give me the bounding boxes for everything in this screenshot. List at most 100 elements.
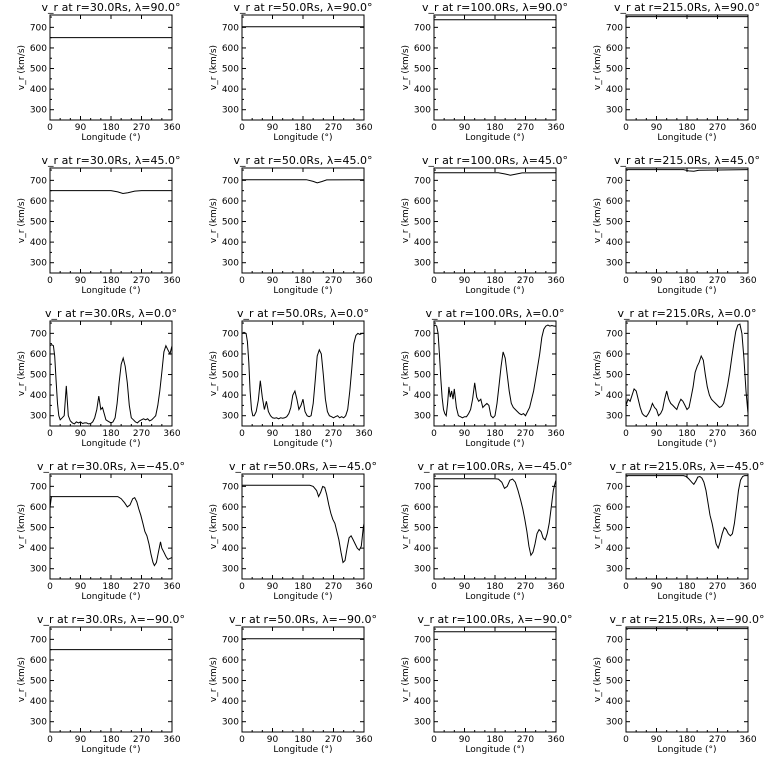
- y-tick-label: 300: [222, 259, 239, 269]
- panel-title: v_r at r=100.0Rs, λ=−90.0°: [417, 613, 572, 626]
- y-tick-label: 500: [414, 677, 431, 687]
- y-tick-label: 400: [606, 544, 623, 554]
- x-axis-label: Longitude (°): [465, 592, 524, 602]
- x-tick-label: 90: [651, 582, 663, 592]
- y-tick-label: 400: [606, 697, 623, 707]
- y-tick-label: 600: [606, 197, 623, 207]
- y-tick-label: 300: [414, 718, 431, 728]
- x-tick-label: 270: [709, 276, 726, 286]
- y-axis-label: v_r (km/s): [17, 504, 27, 549]
- x-tick-label: 90: [459, 735, 471, 745]
- panel-1: v_r at r=30.0Rs, λ=90.0° 300 400 500 600 700 0…: [17, 1, 181, 143]
- x-tick-label: 270: [325, 276, 342, 286]
- y-axis-label: v_r (km/s): [401, 657, 411, 702]
- y-tick-label: 500: [222, 677, 239, 687]
- y-tick-label: 600: [30, 44, 47, 54]
- y-tick-label: 400: [222, 391, 239, 401]
- panel-title: v_r at r=50.0Rs, λ=−45.0°: [229, 460, 377, 473]
- y-tick-label: 600: [30, 503, 47, 513]
- panel-7: v_r at r=100.0Rs, λ=45.0° 300 400 500 600 700…: [401, 154, 568, 296]
- y-tick-label: 600: [30, 197, 47, 207]
- x-tick-label: 180: [102, 582, 119, 592]
- x-tick-label: 0: [239, 582, 245, 592]
- x-axis-label: Longitude (°): [465, 439, 524, 449]
- panel-title: v_r at r=215.0Rs, λ=0.0°: [618, 307, 757, 320]
- series-line: [434, 172, 556, 176]
- y-tick-label: 700: [30, 482, 47, 492]
- x-tick-label: 270: [709, 123, 726, 133]
- x-tick-label: 180: [486, 429, 503, 439]
- y-tick-label: 300: [222, 565, 239, 575]
- x-tick-label: 270: [133, 582, 150, 592]
- y-axis-label: v_r (km/s): [401, 45, 411, 90]
- x-tick-label: 0: [623, 429, 629, 439]
- x-axis-label: Longitude (°): [657, 439, 716, 449]
- x-tick-label: 270: [325, 123, 342, 133]
- y-tick-label: 500: [414, 65, 431, 75]
- x-axis-label: Longitude (°): [81, 592, 140, 602]
- y-tick-label: 700: [30, 176, 47, 186]
- plot-frame: [433, 320, 557, 427]
- y-tick-label: 600: [606, 503, 623, 513]
- panel-17: v_r at r=30.0Rs, λ=−90.0° 300 400 500 600 700…: [17, 613, 185, 755]
- y-tick-label: 300: [414, 412, 431, 422]
- y-tick-label: 500: [606, 677, 623, 687]
- x-axis-label: Longitude (°): [273, 439, 332, 449]
- y-tick-label: 400: [30, 85, 47, 95]
- y-tick-label: 600: [30, 656, 47, 666]
- x-tick-label: 180: [486, 276, 503, 286]
- y-tick-label: 500: [414, 371, 431, 381]
- x-tick-label: 0: [47, 429, 53, 439]
- x-tick-label: 360: [163, 735, 180, 745]
- y-tick-label: 400: [222, 544, 239, 554]
- x-tick-label: 0: [47, 276, 53, 286]
- y-tick-label: 600: [222, 44, 239, 54]
- y-tick-label: 500: [30, 677, 47, 687]
- panel-title: v_r at r=50.0Rs, λ=0.0°: [237, 307, 369, 320]
- x-tick-label: 90: [75, 582, 87, 592]
- y-tick-label: 500: [414, 524, 431, 534]
- x-tick-label: 270: [133, 429, 150, 439]
- y-tick-label: 700: [414, 176, 431, 186]
- y-tick-label: 400: [414, 544, 431, 554]
- panel-title: v_r at r=30.0Rs, λ=0.0°: [45, 307, 177, 320]
- y-tick-label: 300: [222, 412, 239, 422]
- panel-title: v_r at r=100.0Rs, λ=0.0°: [426, 307, 565, 320]
- x-tick-label: 0: [239, 123, 245, 133]
- y-tick-label: 300: [414, 106, 431, 116]
- x-tick-label: 0: [239, 276, 245, 286]
- y-tick-label: 700: [222, 329, 239, 339]
- x-tick-label: 270: [133, 123, 150, 133]
- y-axis-label: v_r (km/s): [17, 45, 27, 90]
- x-axis-label: Longitude (°): [273, 592, 332, 602]
- x-tick-label: 0: [623, 582, 629, 592]
- x-tick-label: 90: [459, 582, 471, 592]
- x-axis-label: Longitude (°): [273, 286, 332, 296]
- panel-title: v_r at r=215.0Rs, λ=−45.0°: [609, 460, 764, 473]
- y-tick-label: 600: [222, 197, 239, 207]
- y-tick-label: 500: [30, 218, 47, 228]
- x-tick-label: 360: [739, 582, 756, 592]
- x-tick-label: 0: [431, 582, 437, 592]
- x-axis-label: Longitude (°): [657, 592, 716, 602]
- panel-2: v_r at r=50.0Rs, λ=90.0° 300 400 500 600 700 0…: [209, 1, 373, 143]
- panel-16: v_r at r=215.0Rs, λ=−45.0° 300 400 500 600 70…: [593, 460, 765, 602]
- y-tick-label: 400: [414, 391, 431, 401]
- series-line: [50, 190, 172, 195]
- y-tick-label: 300: [222, 718, 239, 728]
- x-tick-label: 90: [75, 429, 87, 439]
- series-line: [242, 331, 364, 420]
- y-tick-label: 700: [30, 23, 47, 33]
- y-tick-label: 400: [414, 238, 431, 248]
- x-tick-label: 0: [47, 123, 53, 133]
- x-tick-label: 360: [355, 429, 372, 439]
- x-axis-label: Longitude (°): [81, 439, 140, 449]
- x-tick-label: 90: [459, 123, 471, 133]
- y-tick-label: 600: [30, 350, 47, 360]
- y-tick-label: 600: [222, 350, 239, 360]
- x-tick-label: 270: [133, 735, 150, 745]
- panel-title: v_r at r=50.0Rs, λ=90.0°: [234, 1, 373, 14]
- y-axis-label: v_r (km/s): [209, 657, 219, 702]
- y-axis-label: v_r (km/s): [209, 504, 219, 549]
